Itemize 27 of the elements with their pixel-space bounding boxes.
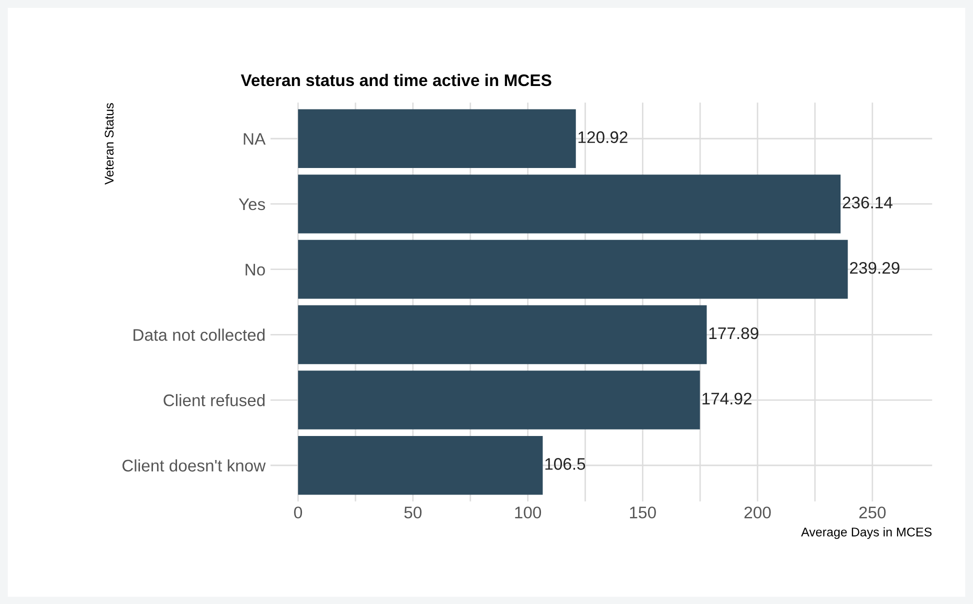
bar bbox=[298, 305, 707, 364]
y-tick-label: Client refused bbox=[164, 394, 265, 406]
y-tick-label: Data not collected bbox=[134, 328, 265, 341]
x-tick-label: 0 bbox=[294, 506, 302, 518]
y-tick-label: No bbox=[246, 264, 265, 276]
x-tick-label: 250 bbox=[859, 506, 886, 518]
x-tick-label: 50 bbox=[404, 506, 422, 518]
y-tick-label: NA bbox=[244, 133, 266, 145]
bar bbox=[298, 436, 543, 495]
x-tick-label: 150 bbox=[630, 506, 656, 518]
data-label: 177.89 bbox=[709, 327, 758, 340]
data-label: 174.92 bbox=[702, 392, 752, 404]
y-tick-label: Client doesn't know bbox=[122, 459, 266, 472]
data-label: 120.92 bbox=[578, 131, 628, 144]
bar bbox=[298, 240, 848, 299]
y-axis-title: Veteran Status bbox=[104, 103, 114, 185]
x-axis-title: Average Days in MCES bbox=[801, 527, 932, 539]
x-tick-label: 200 bbox=[744, 506, 771, 518]
data-label: 106.5 bbox=[545, 458, 586, 470]
bar bbox=[298, 370, 700, 430]
data-label: 239.29 bbox=[850, 262, 900, 274]
y-tick-label: Yes bbox=[238, 198, 266, 210]
x-tick-label: 100 bbox=[515, 506, 542, 518]
bar bbox=[298, 109, 576, 168]
chart-title: Veteran status and time active in MCES bbox=[240, 74, 552, 86]
data-label: 236.14 bbox=[842, 196, 892, 208]
bar bbox=[298, 174, 841, 234]
